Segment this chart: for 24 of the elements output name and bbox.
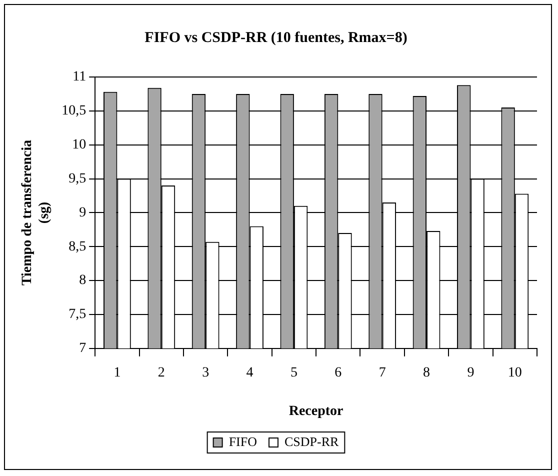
x-tick-label: 10 (508, 365, 522, 380)
x-tick-label: 1 (114, 365, 121, 380)
y-tick-label: 9 (79, 205, 86, 220)
x-tick-label: 3 (202, 365, 210, 380)
chart-title: FIFO vs CSDP-RR (10 fuentes, Rmax=8) (144, 30, 408, 46)
y-tick-label: 10 (72, 138, 86, 153)
series-label: CSDP-RR (284, 434, 340, 449)
y-tick-label: 7 (79, 341, 86, 356)
y-tick-label: 8 (79, 273, 86, 288)
y-tick-label: 11 (72, 70, 86, 85)
y-axis-title: Tiempo de transferencia (sg) (20, 140, 52, 286)
x-tick-label: 9 (467, 365, 474, 380)
y-tick-label: 10,5 (62, 104, 86, 119)
x-tick-label: 2 (158, 365, 165, 380)
x-tick-label: 6 (334, 365, 342, 380)
x-tick-label: 4 (246, 365, 254, 380)
legend-label: FIFO (228, 434, 258, 449)
x-tick-label: 5 (290, 365, 298, 380)
y-tick-label: 9,5 (68, 171, 86, 186)
y-tick-label: 8,5 (68, 239, 86, 254)
x-tick-label: 7 (378, 365, 386, 380)
x-tick-label: 8 (423, 365, 430, 380)
y-tick-label: 7,5 (68, 307, 86, 322)
x-axis-title: Receptor (288, 404, 344, 420)
